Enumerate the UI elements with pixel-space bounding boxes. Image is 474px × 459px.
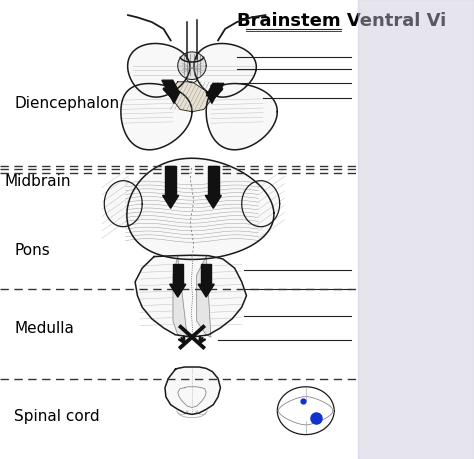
Polygon shape xyxy=(279,397,333,425)
Polygon shape xyxy=(194,45,256,98)
Polygon shape xyxy=(162,81,180,94)
Polygon shape xyxy=(277,387,334,435)
Polygon shape xyxy=(173,257,187,337)
Bar xyxy=(208,166,219,196)
Polygon shape xyxy=(168,93,180,104)
Bar xyxy=(165,166,176,196)
Bar xyxy=(173,264,183,285)
Polygon shape xyxy=(206,84,277,151)
Polygon shape xyxy=(128,45,190,98)
Polygon shape xyxy=(171,83,211,112)
Text: Spinal cord: Spinal cord xyxy=(14,408,100,423)
Polygon shape xyxy=(205,196,221,209)
Polygon shape xyxy=(135,256,246,337)
Polygon shape xyxy=(121,84,192,151)
Polygon shape xyxy=(206,93,218,104)
Polygon shape xyxy=(206,84,224,96)
Polygon shape xyxy=(163,196,179,209)
Text: Diencephalon: Diencephalon xyxy=(14,96,119,111)
Polygon shape xyxy=(198,285,214,297)
Polygon shape xyxy=(170,285,186,297)
Bar xyxy=(358,0,474,459)
Bar xyxy=(201,264,211,285)
Polygon shape xyxy=(165,367,220,414)
Text: Medulla: Medulla xyxy=(14,321,74,336)
Polygon shape xyxy=(242,181,280,227)
Polygon shape xyxy=(104,181,142,227)
Text: Pons: Pons xyxy=(14,243,50,257)
Polygon shape xyxy=(178,53,206,80)
Text: Midbrain: Midbrain xyxy=(5,174,71,189)
Text: Brainstem Ventral Vi: Brainstem Ventral Vi xyxy=(237,11,446,29)
Polygon shape xyxy=(197,257,211,337)
Polygon shape xyxy=(127,159,274,260)
